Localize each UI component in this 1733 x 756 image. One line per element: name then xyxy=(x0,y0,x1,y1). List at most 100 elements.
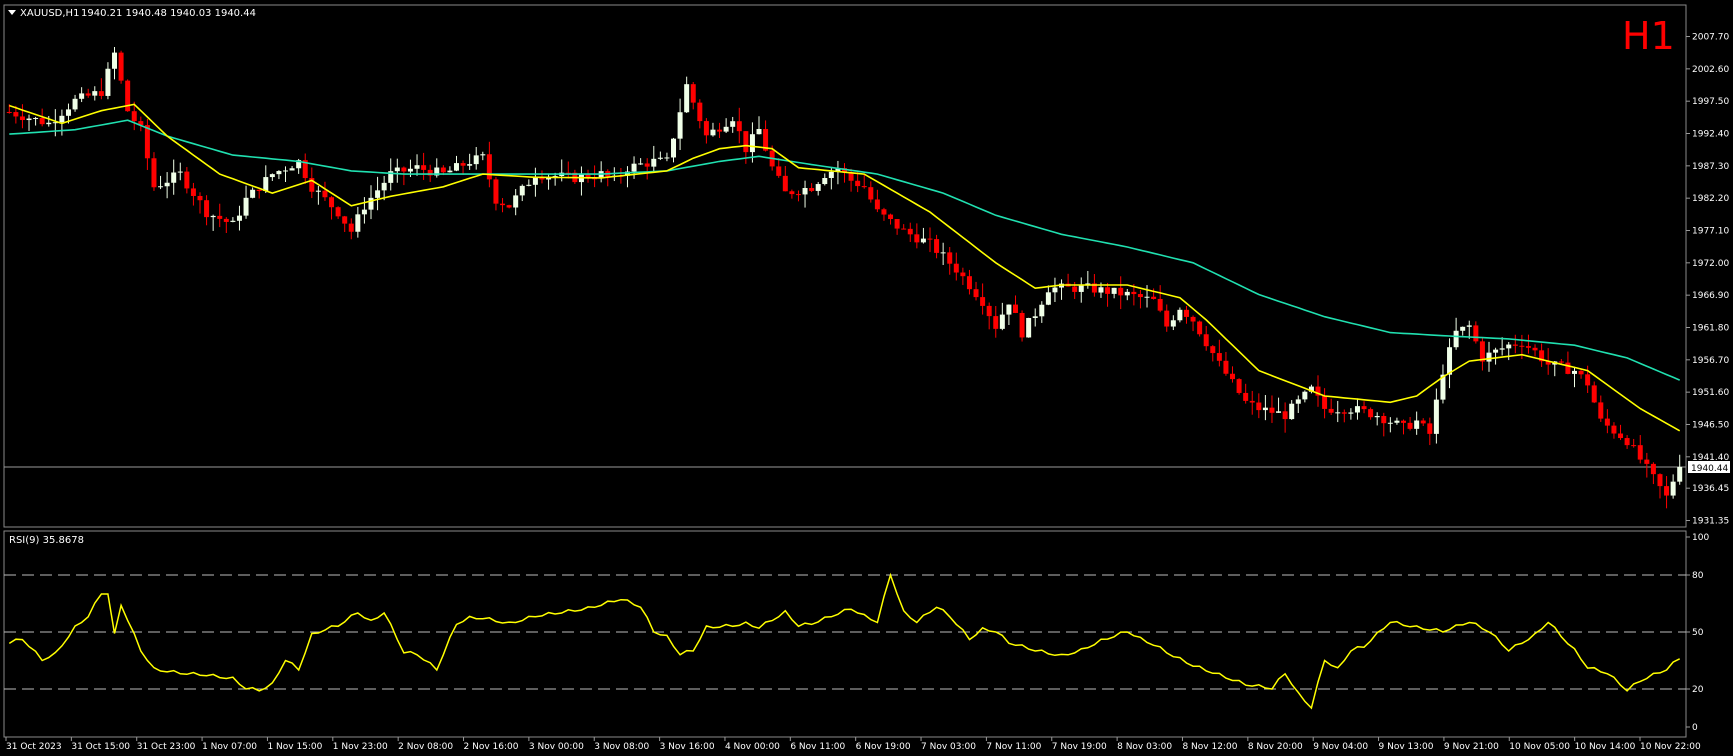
candle-body xyxy=(1664,486,1670,496)
candle-body xyxy=(907,228,913,235)
candle-body xyxy=(210,215,216,218)
candle-body xyxy=(894,219,900,229)
candle-body xyxy=(65,109,71,116)
candle-body xyxy=(703,121,709,136)
candle-body xyxy=(526,184,532,186)
rsi-tick-label: 20 xyxy=(1692,685,1704,695)
candle-body xyxy=(26,118,32,121)
candle-body xyxy=(289,168,295,171)
grid-lines xyxy=(3,4,1687,738)
price-tick-label: 1997.50 xyxy=(1692,97,1729,107)
candle-body xyxy=(1670,481,1676,496)
candle-body xyxy=(546,176,552,180)
price-tick-label: 1961.80 xyxy=(1692,323,1729,333)
candle-body xyxy=(789,191,795,195)
candle-body xyxy=(532,177,538,185)
candle-body xyxy=(1486,352,1492,362)
candle-body xyxy=(842,168,847,173)
candle-body xyxy=(1039,304,1045,317)
price-tick-label: 1977.10 xyxy=(1692,227,1729,237)
candle-body xyxy=(1032,316,1038,318)
candle-body xyxy=(1144,296,1150,298)
price-tick-label: 1987.30 xyxy=(1692,162,1729,172)
candle-body xyxy=(105,68,111,96)
candle-body xyxy=(651,158,657,167)
candle-body xyxy=(861,186,867,188)
candle-body xyxy=(1618,433,1624,439)
candle-body xyxy=(1170,320,1176,327)
candle-body xyxy=(72,98,78,110)
time-tick-label: 9 Nov 13:00 xyxy=(1379,742,1434,752)
candle-body xyxy=(644,163,650,167)
candle-body xyxy=(1506,344,1512,349)
candle-body xyxy=(1532,347,1538,351)
candle-body xyxy=(552,176,558,178)
candle-body xyxy=(6,111,12,113)
time-tick-label: 1 Nov 15:00 xyxy=(267,742,322,752)
candle-body xyxy=(407,168,413,172)
candle-body xyxy=(1479,341,1485,362)
time-tick-label: 7 Nov 11:00 xyxy=(986,742,1041,752)
candle-body xyxy=(730,121,736,127)
candle-body xyxy=(125,80,131,112)
candle-body xyxy=(1197,321,1203,335)
candle-body xyxy=(690,84,696,103)
candle-body xyxy=(776,166,782,176)
candle-body xyxy=(59,115,65,123)
candle-body xyxy=(1289,403,1295,420)
time-tick-label: 7 Nov 19:00 xyxy=(1052,742,1107,752)
time-tick-label: 1 Nov 23:00 xyxy=(333,742,388,752)
candle-body xyxy=(309,178,315,192)
time-tick-label: 3 Nov 00:00 xyxy=(529,742,584,752)
candle-body xyxy=(914,234,920,243)
candle-body xyxy=(1026,317,1032,338)
candle-body xyxy=(171,172,177,183)
price-axis: 2007.70 2002.60 1997.50 1992.40 1987.30 1982.… xyxy=(1686,33,1729,527)
time-tick-label: 3 Nov 16:00 xyxy=(660,742,715,752)
time-tick-label: 6 Nov 19:00 xyxy=(856,742,911,752)
candle-body xyxy=(98,91,104,96)
candle-body xyxy=(460,163,466,166)
candle-body xyxy=(631,163,637,172)
rsi-panel: 100 80 50 20 0 xyxy=(4,533,1709,733)
candle-body xyxy=(1249,400,1255,403)
candle-body xyxy=(809,188,815,191)
candle-body xyxy=(671,138,677,158)
candle-body xyxy=(1295,399,1301,404)
candle-body xyxy=(1177,309,1183,321)
price-tick-label: 1982.20 xyxy=(1692,194,1729,204)
candle-body xyxy=(467,164,473,166)
candle-body xyxy=(1512,344,1518,346)
candle-body xyxy=(342,216,348,224)
dropdown-triangle-icon[interactable] xyxy=(8,10,16,15)
candle-body xyxy=(1401,420,1406,423)
candle-body xyxy=(736,121,742,132)
candle-body xyxy=(79,93,85,99)
candle-body xyxy=(1637,445,1643,460)
candle-body xyxy=(276,171,282,175)
candle-body xyxy=(13,112,19,117)
rsi-tick-label: 50 xyxy=(1692,628,1704,638)
candle-body xyxy=(828,171,834,179)
candle-body xyxy=(329,197,335,208)
candle-body xyxy=(1433,399,1439,434)
candle-body xyxy=(795,194,801,196)
candle-body xyxy=(46,122,52,125)
candle-body xyxy=(1131,291,1137,295)
candle-body xyxy=(1183,309,1189,317)
candle-body xyxy=(486,154,492,180)
candle-body xyxy=(1341,412,1347,414)
candle-body xyxy=(138,121,144,126)
candle-body xyxy=(85,93,91,96)
candle-body xyxy=(1354,406,1360,413)
candle-body xyxy=(1631,445,1637,447)
price-tick-label: 2002.60 xyxy=(1692,65,1729,75)
candle-body xyxy=(1157,298,1163,311)
candle-body xyxy=(500,203,506,206)
candle-body xyxy=(999,314,1005,329)
time-tick-label: 8 Nov 03:00 xyxy=(1117,742,1172,752)
candle-body xyxy=(1006,304,1012,315)
candle-body xyxy=(453,163,459,171)
candle-body xyxy=(302,160,308,179)
candle-body xyxy=(638,163,644,165)
